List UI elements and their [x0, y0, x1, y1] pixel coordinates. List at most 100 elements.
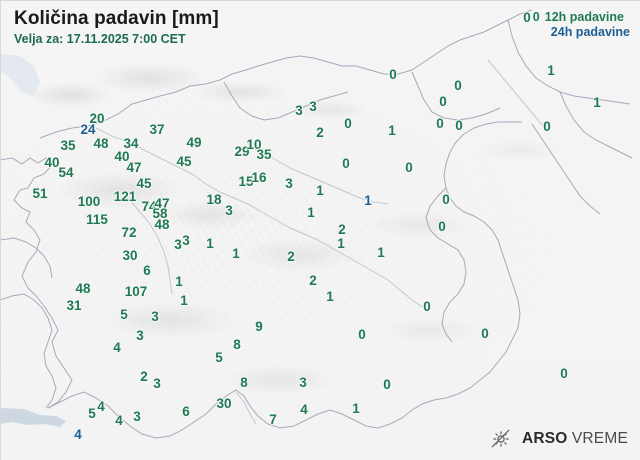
water-body-northwest	[0, 54, 40, 96]
station-value: 30	[216, 396, 232, 411]
station-value: 1	[337, 236, 345, 251]
station-value: 1	[180, 293, 188, 308]
station-value: 51	[32, 186, 48, 201]
station-value: 0	[389, 67, 397, 82]
station-value: 3	[133, 409, 141, 424]
brand-attribution: ARSO VREME	[490, 428, 628, 450]
station-value: 1	[316, 183, 324, 198]
legend-sample-value-12h: 0	[532, 10, 540, 24]
legend-item-12h: 0 12h padavine	[533, 10, 630, 25]
legend-label-12h: 12h padavine	[544, 10, 624, 24]
station-value: 0	[439, 94, 447, 109]
station-value: 0	[423, 299, 431, 314]
station-value: 4	[74, 427, 82, 442]
rivers	[95, 59, 549, 425]
station-value: 1	[388, 123, 396, 138]
station-value: 20	[89, 111, 105, 126]
station-value: 1	[175, 274, 183, 289]
station-value: 6	[182, 404, 190, 419]
station-value: 3	[182, 233, 190, 248]
station-value: 8	[233, 337, 241, 352]
station-value: 1	[377, 245, 385, 260]
station-value: 7	[269, 412, 277, 427]
sun-cloud-icon	[491, 429, 510, 448]
station-value: 0	[342, 156, 350, 171]
station-value: 4	[115, 413, 123, 428]
station-value: 3	[309, 99, 317, 114]
station-value: 0	[560, 366, 568, 381]
legend-item-24h: 24h padavine	[533, 25, 630, 40]
station-value: 3	[174, 237, 182, 252]
station-value: 1	[547, 63, 555, 78]
station-value: 16	[251, 170, 267, 185]
station-value: 37	[149, 122, 165, 137]
station-value: 47	[154, 196, 170, 211]
station-value: 31	[66, 298, 82, 313]
station-value: 2	[309, 273, 317, 288]
station-value: 45	[176, 154, 192, 169]
station-value: 0	[442, 192, 450, 207]
station-value: 0	[481, 326, 489, 341]
station-value: 3	[299, 375, 307, 390]
station-value: 2	[287, 249, 295, 264]
station-value: 45	[136, 176, 152, 191]
station-value: 3	[151, 309, 159, 324]
station-value: 5	[120, 307, 128, 322]
station-value: 48	[75, 281, 91, 296]
station-value: 1	[326, 289, 334, 304]
station-value: 0	[455, 118, 463, 133]
station-value: 5	[215, 350, 223, 365]
station-value: 8	[240, 375, 248, 390]
station-value: 74	[141, 199, 157, 214]
station-value: 0	[543, 119, 551, 134]
station-value: 30	[122, 248, 138, 263]
station-value: 0	[454, 78, 462, 93]
station-value: 35	[60, 138, 76, 153]
station-value: 3	[136, 328, 144, 343]
station-value: 29	[234, 144, 250, 159]
station-value: 3	[153, 376, 161, 391]
station-value: 54	[58, 165, 74, 180]
station-value: 15	[238, 174, 254, 189]
legend-label-24h: 24h padavine	[550, 25, 630, 39]
station-value: 40	[114, 149, 130, 164]
station-value: 100	[77, 194, 101, 209]
station-value: 2	[316, 125, 324, 140]
station-value: 3	[295, 103, 303, 118]
station-value: 0	[438, 219, 446, 234]
station-value: 2	[338, 222, 346, 237]
station-value: 49	[186, 135, 202, 150]
station-value: 5	[88, 406, 96, 421]
brand-name: ARSO VREME	[522, 430, 628, 448]
station-value: 0	[383, 377, 391, 392]
page-title: Količina padavin [mm]	[14, 8, 219, 29]
station-value: 107	[124, 284, 148, 299]
station-value: 47	[126, 160, 142, 175]
station-value: 48	[154, 217, 170, 232]
brand-name-bold: ARSO	[521, 430, 568, 447]
station-value: 4	[97, 399, 105, 414]
station-value: 1	[232, 246, 240, 261]
station-value: 0	[405, 160, 413, 175]
station-value: 35	[256, 147, 272, 162]
station-value: 1	[307, 205, 315, 220]
station-value: 115	[86, 212, 108, 227]
station-value: 48	[93, 136, 109, 151]
station-value: 24	[80, 122, 96, 137]
station-value: 4	[113, 340, 121, 355]
legend: 0 12h padavine 24h padavine	[533, 10, 630, 40]
brand-name-light: VREME	[571, 430, 628, 447]
station-value: 0	[523, 10, 531, 25]
station-value: 72	[121, 225, 137, 240]
station-value: 0	[358, 327, 366, 342]
station-value: 9	[255, 319, 263, 334]
station-value: 6	[143, 263, 151, 278]
valid-time-subtitle: Velja za: 17.11.2025 7:00 CET	[14, 32, 186, 46]
station-value: 1	[352, 401, 360, 416]
country-borders	[0, 9, 633, 439]
station-value: 40	[44, 155, 60, 170]
station-value: 3	[225, 203, 233, 218]
